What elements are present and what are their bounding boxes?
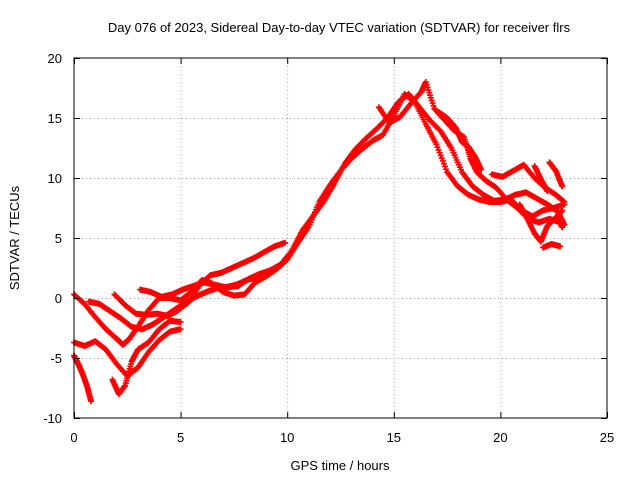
x-axis-label: GPS time / hours — [291, 458, 390, 473]
data-point-marker — [177, 326, 184, 333]
y-tick-label: -5 — [50, 351, 62, 366]
data-point-marker — [544, 188, 551, 195]
y-tick-label: 5 — [55, 231, 62, 246]
data-point-marker — [561, 199, 568, 205]
x-tick-label: 10 — [280, 430, 294, 445]
data-point-marker — [559, 183, 566, 190]
data-point-marker — [282, 239, 289, 246]
series-satellite-track-g — [137, 269, 272, 300]
data-point-marker — [88, 398, 95, 405]
y-tick-label: 10 — [48, 171, 62, 186]
data-point-marker — [478, 166, 485, 173]
y-axis-label: SDTVAR / TECUs — [7, 185, 22, 290]
series-satellite-track-l — [540, 241, 564, 251]
data-point-marker — [559, 207, 566, 214]
series-satellite-track-f — [109, 317, 184, 397]
series-satellite-track-m — [531, 163, 551, 195]
data-point-marker — [177, 319, 184, 325]
x-tick-label: 5 — [177, 430, 184, 445]
series-satellite-track-i — [435, 109, 485, 173]
series-satellite-track-d — [71, 326, 184, 379]
y-tick-label: 15 — [48, 111, 62, 126]
data-point-marker — [265, 269, 272, 276]
series-satellite-track-j — [488, 161, 568, 205]
data-point-marker — [559, 224, 566, 231]
x-tick-labels: 0 5 10 15 20 25 — [70, 430, 614, 445]
chart-title: Day 076 of 2023, Sidereal Day-to-day VTE… — [108, 20, 571, 35]
y-tick-label: 0 — [55, 291, 62, 306]
x-tick-label: 20 — [493, 430, 507, 445]
x-tick-label: 15 — [387, 430, 401, 445]
axis-ticks — [74, 58, 608, 419]
series-satellite-track-e — [71, 352, 95, 405]
series-satellite-track-k — [516, 201, 566, 245]
y-tick-labels: -10 -5 0 5 10 15 20 — [43, 51, 62, 426]
x-tick-label: 25 — [600, 430, 614, 445]
data-point-marker — [557, 243, 564, 250]
y-tick-label: -10 — [43, 411, 62, 426]
x-tick-label: 0 — [70, 430, 77, 445]
series-satellite-track-n — [546, 159, 566, 190]
y-tick-label: 20 — [48, 51, 62, 66]
series-satellite-track-c — [111, 239, 289, 319]
data-points — [71, 79, 568, 405]
